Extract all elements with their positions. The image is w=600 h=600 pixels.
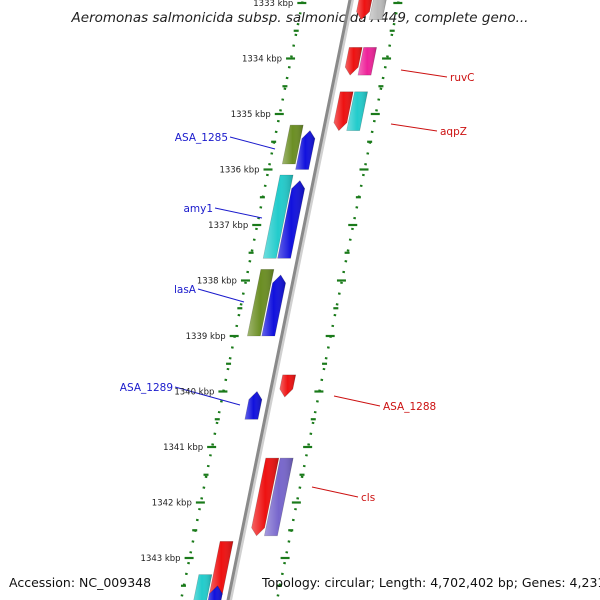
feature-label-aqpZ[interactable]: aqpZ [390,123,467,138]
tick-label-1340: 1340 kbp [174,388,214,398]
feature-label-text[interactable]: ASA_1288 [383,401,436,413]
genome-backbone [226,0,354,600]
feature-lasA[interactable] [247,269,275,337]
feature-ruvC-gene[interactable] [357,47,377,76]
feature-ruvC[interactable] [344,47,363,76]
feature-aqpZ-gene[interactable] [346,91,368,131]
feature-label-text[interactable]: ASA_1285 [175,132,228,144]
feature-label-text[interactable]: ASA_1289 [120,382,173,394]
feature-cls[interactable] [251,457,280,537]
feature-label-ASA_1289[interactable]: ASA_1289 [120,382,241,406]
tick-label-1342: 1342 kbp [152,499,192,509]
tick-label-1339: 1339 kbp [186,332,226,342]
feature-lasA-cds[interactable] [261,274,286,337]
feature-label-text[interactable]: lasA [174,284,197,296]
tick-label-1335: 1335 kbp [231,110,271,120]
feature-top-grey[interactable] [368,0,387,20]
tick-label-1334: 1334 kbp [242,55,282,65]
feature-top-red[interactable] [356,0,373,21]
genome-summary-text: Topology: circular; Length: 4,702,402 bp… [262,575,600,590]
feature-label-amy1[interactable]: amy1 [183,203,263,219]
feature-bottom-cyan[interactable] [192,574,213,600]
tick-label-1333: 1333 kbp [253,0,293,9]
tick-label-1343: 1343 kbp [141,554,181,564]
tick-track-left [179,0,307,600]
feature-label-cls[interactable]: cls [311,486,375,504]
feature-aqpZ[interactable] [333,91,354,132]
feature-label-text[interactable]: ruvC [450,72,475,84]
feature-label-text[interactable]: cls [361,492,375,504]
feature-label-text[interactable]: aqpZ [440,126,467,138]
map-title: Aeromonas salmonicida subsp. salmonicida… [71,10,529,26]
feature-ASA_1289[interactable] [244,391,263,420]
tick-label-1337: 1337 kbp [208,221,248,231]
feature-ASA_1288[interactable] [279,374,297,398]
feature-label-text[interactable]: amy1 [183,203,213,215]
feature-bottom-blue[interactable] [207,585,223,600]
feature-amy1-cds[interactable] [277,180,306,259]
feature-label-ASA_1288[interactable]: ASA_1288 [333,395,436,413]
feature-label-lasA[interactable]: lasA [174,284,245,303]
feature-track[interactable] [192,0,387,600]
accession-text: Accession: NC_009348 [9,575,152,590]
tick-labels: 1333 kbp 1334 kbp 1335 kbp 1336 kbp 1337 kbp… [141,0,294,564]
feature-cls-gene[interactable] [264,457,294,537]
feature-ASA_1285-cds[interactable] [295,130,316,170]
tick-label-1341: 1341 kbp [163,443,203,453]
feature-amy1[interactable] [262,174,294,259]
feature-ASA_1285[interactable] [281,124,304,165]
feature-label-ruvC[interactable]: ruvC [400,69,475,84]
tick-track-right [275,0,403,600]
tick-label-1338: 1338 kbp [197,277,237,287]
tick-label-1336: 1336 kbp [219,166,259,176]
feature-label-ASA_1285[interactable]: ASA_1285 [175,132,276,150]
